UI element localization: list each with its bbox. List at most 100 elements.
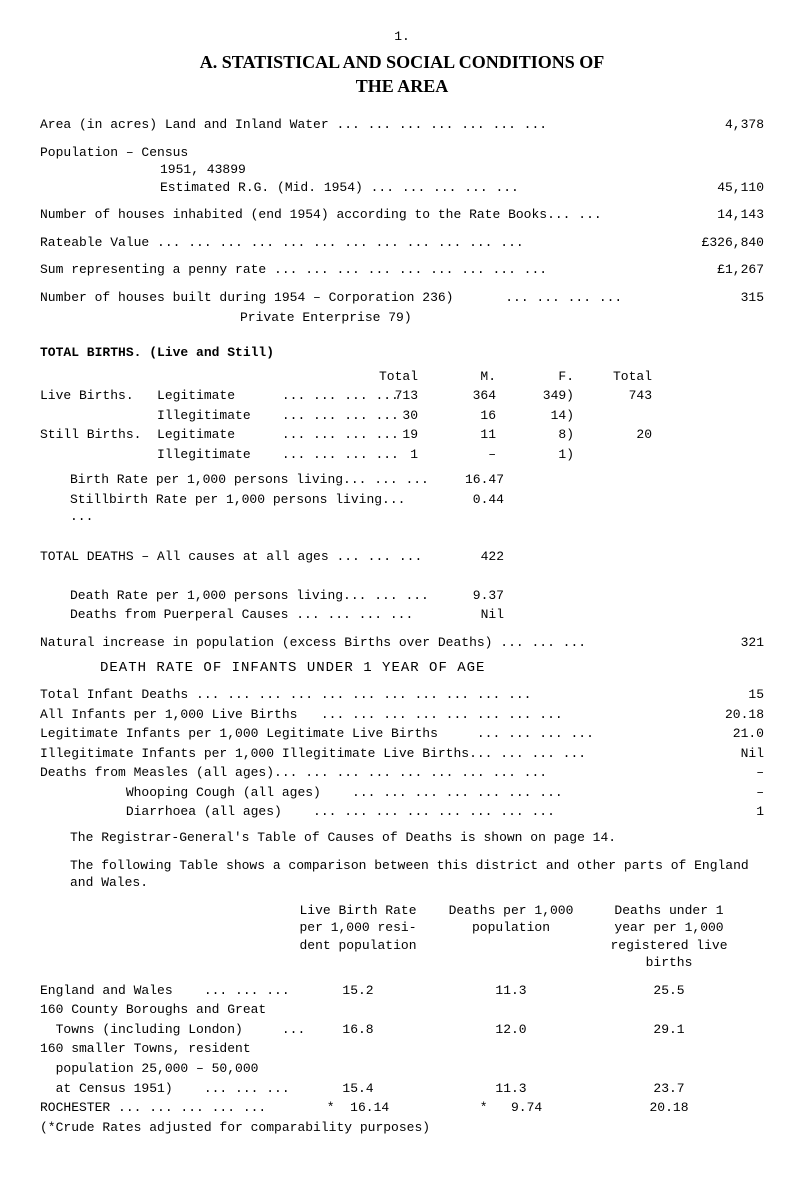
stats-cell: 15.2 [288,982,428,1000]
stats-cell: 29.1 [594,1021,744,1039]
infant-value: 15 [674,686,764,704]
rates-label: Stillbirth Rate per 1,000 persons living… [40,491,434,526]
stats-cell [288,1001,428,1019]
stats-cell: at Census 1951) ... ... ... [40,1080,280,1098]
infant-row: Deaths from Measles (all ages)... ... ..… [40,764,764,782]
rates-row: Stillbirth Rate per 1,000 persons living… [40,491,764,526]
infant-value: Nil [674,745,764,763]
stats-cell: (*Crude Rates adjusted for comparability… [40,1119,280,1137]
births-cell: Illegitimate ... ... ... ... [40,407,340,425]
infant-value: – [674,764,764,782]
stats-cell: Towns (including London) ... [40,1021,280,1039]
stats-cell: 15.4 [288,1080,428,1098]
births-table: TotalM.F.TotalLive Births. Legitimate ..… [40,368,764,464]
births-cell: 743 [582,387,652,405]
rates-row: Deaths from Puerperal Causes ... ... ...… [40,606,764,624]
total-births-heading: TOTAL BIRTHS. (Live and Still) [40,344,764,362]
births-cell: – [426,446,496,464]
births-cell: 713 [348,387,418,405]
houses-built-value: 315 [674,289,764,307]
stats-cell: 20.18 [594,1099,744,1117]
births-header [40,368,340,386]
rates-row: Death Rate per 1,000 persons living... .… [40,587,764,605]
births-cell: 364 [426,387,496,405]
stats-cell: 160 County Boroughs and Great [40,1001,280,1019]
stats-table: Live Birth Rate per 1,000 resi- dent pop… [40,902,764,1137]
rates-value: Nil [434,606,764,624]
infant-label: Total Infant Deaths ... ... ... ... ... … [40,686,531,704]
main-title: A. STATISTICAL AND SOCIAL CONDITIONS OFT… [40,50,764,99]
population-header: Population – Census [40,144,764,162]
infant-value: 1 [674,803,764,821]
population-1951: 1951, 43899 [40,161,764,179]
rateable-label: Rateable Value ... ... ... ... ... ... .… [40,234,524,252]
rates-row: Birth Rate per 1,000 persons living... .… [40,471,764,489]
infant-label: Whooping Cough (all ages) ... ... ... ..… [40,784,563,802]
births-cell [582,446,652,464]
stats-cell: 11.3 [436,1080,586,1098]
rates-row: TOTAL DEATHS – All causes at all ages ..… [40,548,764,566]
stats-header: Live Birth Rate per 1,000 resi- dent pop… [288,902,428,972]
births-cell [582,407,652,425]
stats-cell [594,1040,744,1058]
area-label: Area (in acres) Land and Inland Water ..… [40,116,547,134]
stats-header: Deaths per 1,000 population [436,902,586,972]
population-est-row: Estimated R.G. (Mid. 1954) ... ... ... .… [40,179,764,197]
births-cell: 20 [582,426,652,444]
births-header: M. [426,368,496,386]
births-cell: 349) [504,387,574,405]
infant-label: Legitimate Infants per 1,000 Legitimate … [40,725,594,743]
infant-row: Illegitimate Infants per 1,000 Illegitim… [40,745,764,763]
stats-cell [288,1060,428,1078]
houses-built-row-b: Private Enterprise 79) [40,309,764,327]
rates-value: 422 [434,548,764,566]
rates-row [40,567,764,585]
houses-built-label-a: Number of houses built during 1954 – Cor… [40,289,453,307]
stats-cell [436,1001,586,1019]
infant-label: Illegitimate Infants per 1,000 Illegitim… [40,745,586,763]
comparison-para: The following Table shows a comparison b… [40,857,764,892]
rates-label: Death Rate per 1,000 persons living... .… [40,587,429,605]
stats-cell [288,1040,428,1058]
stats-cell [288,1119,428,1137]
rateable-value: £326,840 [674,234,764,252]
infant-row: Legitimate Infants per 1,000 Legitimate … [40,725,764,743]
stats-cell [594,1060,744,1078]
natural-increase-value: 321 [674,634,764,652]
stats-cell [436,1060,586,1078]
births-cell: 19 [348,426,418,444]
births-header: Total [348,368,418,386]
rates-value: 9.37 [434,587,764,605]
stats-cell: 23.7 [594,1080,744,1098]
births-header: Total [582,368,652,386]
page-number: 1. [40,28,764,46]
infant-row: Diarrhoea (all ages) ... ... ... ... ...… [40,803,764,821]
infant-block: Total Infant Deaths ... ... ... ... ... … [40,686,764,821]
stats-cell: England and Wales ... ... ... [40,982,280,1000]
stats-cell: 16.8 [288,1021,428,1039]
stats-cell: 25.5 [594,982,744,1000]
area-value: 4,378 [674,116,764,134]
natural-increase-label: Natural increase in population (excess B… [40,634,586,652]
stats-cell [594,1001,744,1019]
population-est-label: Estimated R.G. (Mid. 1954) ... ... ... .… [40,179,519,197]
rates-value: 16.47 [434,471,764,489]
births-header: F. [504,368,574,386]
births-cell: 14) [504,407,574,425]
births-cell: 11 [426,426,496,444]
penny-rate-row: Sum representing a penny rate ... ... ..… [40,261,764,279]
births-cell: 1 [348,446,418,464]
infant-row: Whooping Cough (all ages) ... ... ... ..… [40,784,764,802]
births-cell: 8) [504,426,574,444]
births-cell: Illegitimate ... ... ... ... [40,446,340,464]
houses-inhabited-row: Number of houses inhabited (end 1954) ac… [40,206,764,224]
registrar-line: The Registrar-General's Table of Causes … [40,829,764,847]
houses-built-dots: ... ... ... ... [505,289,622,307]
population-est-value: 45,110 [674,179,764,197]
rates-label: TOTAL DEATHS – All causes at all ages ..… [40,548,422,566]
rates-label: Deaths from Puerperal Causes ... ... ...… [40,606,413,624]
stats-cell: * 9.74 [436,1099,586,1117]
rates-row [40,528,764,546]
infant-value: 20.18 [674,706,764,724]
rates-value: 0.44 [434,491,764,509]
